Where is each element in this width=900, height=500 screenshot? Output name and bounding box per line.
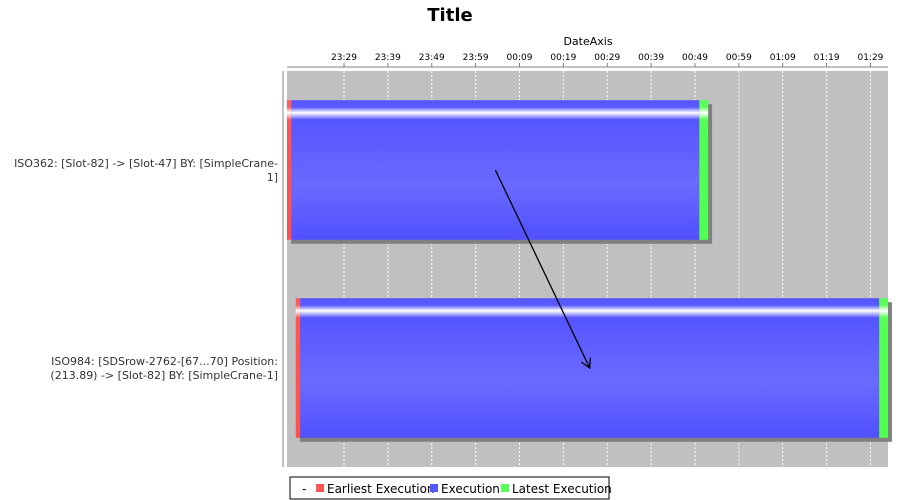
tick-label: 23:59 [463, 53, 489, 63]
legend-prefix: - [302, 482, 306, 496]
bar-latest-execution [699, 100, 709, 240]
y-axis-categories: ISO362: [Slot-82] -> [Slot-47] BY: [Simp… [14, 157, 278, 382]
dependency-arrow [494, 169, 591, 370]
legend-swatch-earliest [316, 484, 324, 492]
tick-label: 23:39 [375, 53, 401, 63]
tick-label: 01:19 [814, 53, 840, 63]
task-label: 1] [267, 171, 278, 184]
task-label: (213.89) -> [Slot-82] BY: [SimpleCrane-1… [50, 369, 278, 382]
task-label: ISO362: [Slot-82] -> [Slot-47] BY: [Simp… [14, 157, 278, 170]
tick-label: 00:29 [594, 53, 620, 63]
tick-label: 01:29 [857, 53, 883, 63]
tick-label: 00:49 [682, 53, 708, 63]
legend-label-execution: Execution [441, 482, 500, 496]
dependency-arrows [494, 169, 591, 370]
bar-earliest-execution [295, 298, 301, 438]
legend: - Earliest Execution Execution Latest Ex… [289, 476, 612, 500]
x-axis-label: DateAxis [563, 35, 612, 48]
legend-box [289, 476, 610, 500]
task-bars [287, 100, 893, 442]
x-axis-ticks: 23:29 23:39 23:49 23:59 00:09 00:19 00:29 00:39… [331, 53, 884, 67]
legend-label-earliest: Earliest Execution [327, 482, 435, 496]
task-label: ISO984: [SDSrow-2762-[67...70] Position: [51, 355, 278, 368]
chart-title: Title [427, 5, 472, 26]
legend-swatch-latest [501, 484, 509, 492]
tick-label: 00:39 [638, 53, 664, 63]
tick-label: 00:09 [507, 53, 533, 63]
tick-label: 01:09 [770, 53, 796, 63]
tick-label: 00:59 [726, 53, 752, 63]
legend-label-latest: Latest Execution [512, 482, 612, 496]
tick-label: 23:29 [331, 53, 357, 63]
legend-swatch-execution [430, 484, 438, 492]
tick-label: 23:49 [419, 53, 445, 63]
bar-earliest-execution [287, 100, 292, 240]
bar-latest-execution [879, 298, 888, 438]
tick-label: 00:19 [550, 53, 576, 63]
